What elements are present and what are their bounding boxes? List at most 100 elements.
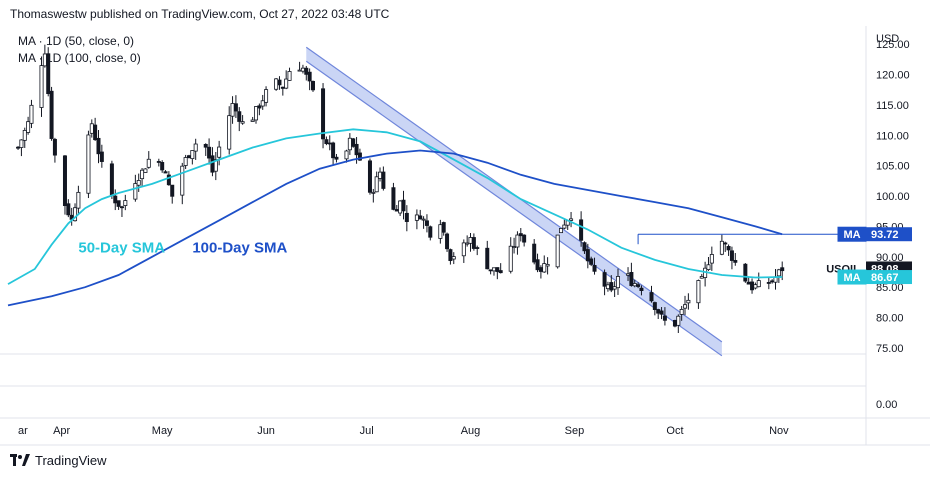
candle-body	[726, 246, 731, 251]
candle-body	[109, 163, 114, 196]
legend-ma-100[interactable]: MA · 1D (100, close, 0)	[18, 51, 141, 65]
candle-body	[76, 191, 81, 209]
tradingview-logo-text: TradingView	[35, 453, 107, 468]
candle-body	[26, 121, 31, 133]
candle-body	[662, 315, 667, 321]
x-tick-label: Jun	[257, 425, 275, 437]
candle-body	[277, 79, 282, 86]
candle-body	[639, 287, 644, 292]
x-tick-label: Aug	[461, 425, 481, 437]
candle-body	[46, 53, 51, 94]
candle-body	[626, 273, 631, 276]
candle-body	[207, 146, 212, 159]
candle-body	[498, 270, 503, 274]
candle-body	[699, 276, 704, 279]
x-tick-label: Apr	[53, 425, 70, 437]
candle-body	[629, 272, 634, 286]
y-tick-label: 120.00	[876, 70, 910, 82]
candle-body	[160, 162, 165, 171]
publisher-header: Thomaswestw published on TradingView.com…	[10, 7, 390, 21]
y-tick-label: 75.00	[876, 343, 904, 355]
candle-body	[280, 86, 285, 89]
candle-body	[240, 121, 245, 124]
candle-body	[579, 219, 584, 241]
candle-body	[632, 283, 637, 287]
candle-body	[381, 171, 386, 189]
candle-body	[190, 150, 195, 160]
candle-body	[656, 309, 661, 314]
candle-body	[605, 284, 610, 290]
candle-body	[508, 245, 513, 272]
candle-body	[230, 103, 235, 117]
candle-body	[304, 67, 309, 75]
candle-body	[374, 176, 379, 193]
candle-body	[428, 226, 433, 238]
candle-body	[743, 263, 748, 282]
candle-body	[686, 299, 691, 304]
candle-body	[321, 88, 326, 140]
candle-body	[113, 195, 118, 204]
candle-body	[733, 260, 738, 263]
price-tag-value: 86.67	[871, 272, 899, 284]
candle-body	[327, 142, 332, 145]
candle-body	[203, 144, 208, 148]
candle-body	[62, 155, 67, 207]
candle-body	[166, 174, 171, 186]
candle-body	[116, 200, 121, 207]
candle-body	[133, 183, 138, 200]
candle-body	[746, 281, 751, 285]
candle-body	[163, 171, 168, 174]
candle-body	[518, 233, 523, 237]
candle-body	[367, 160, 372, 193]
x-tick-label: Sep	[565, 425, 585, 437]
annotation-50-day-sma: 50-Day SMA	[78, 240, 165, 257]
candle-body	[753, 284, 758, 289]
candle-body	[49, 90, 54, 139]
candle-body	[532, 243, 537, 263]
candle-body	[756, 280, 761, 288]
price-tag-value: 93.72	[871, 229, 899, 241]
candle-body	[475, 247, 480, 249]
candle-body	[344, 150, 349, 160]
candle-body	[709, 254, 714, 264]
candle-body	[193, 143, 198, 152]
candle-body	[414, 214, 419, 221]
candle-body	[357, 152, 362, 161]
candle-body	[451, 256, 456, 260]
candle-body	[461, 242, 466, 257]
candle-body	[391, 187, 396, 210]
candle-body	[143, 168, 148, 173]
candle-body	[404, 212, 409, 222]
candle-body	[676, 315, 681, 326]
lower-pane-tick-label: 0.00	[876, 399, 897, 411]
candle-body	[445, 233, 450, 250]
candle-body	[39, 65, 44, 108]
candle-body	[418, 215, 423, 220]
candle-body	[260, 100, 265, 107]
y-tick-label: 90.00	[876, 252, 904, 264]
candle-body	[398, 200, 403, 214]
candle-body	[93, 124, 98, 141]
candle-body	[672, 319, 677, 327]
candle-body	[719, 240, 724, 255]
candle-body	[180, 165, 185, 196]
candle-body	[780, 267, 785, 272]
candle-body	[696, 280, 701, 304]
tradingview-brand[interactable]: TradingView	[10, 453, 107, 468]
candle-body	[649, 292, 654, 302]
candle-body	[592, 265, 597, 272]
candle-body	[776, 269, 781, 277]
candle-body	[636, 284, 641, 287]
price-tag-label: MA	[843, 272, 860, 284]
x-tick-label: May	[152, 425, 173, 437]
legend-ma-50[interactable]: MA · 1D (50, close, 0)	[18, 34, 135, 48]
candle-body	[471, 237, 476, 249]
candle-body	[183, 157, 188, 166]
price-tag-value-box	[866, 270, 912, 285]
x-tick-label: ar	[18, 425, 28, 437]
candle-body	[233, 103, 238, 112]
candle-body	[96, 137, 101, 155]
candle-body	[441, 222, 446, 233]
candle-body	[73, 207, 78, 222]
